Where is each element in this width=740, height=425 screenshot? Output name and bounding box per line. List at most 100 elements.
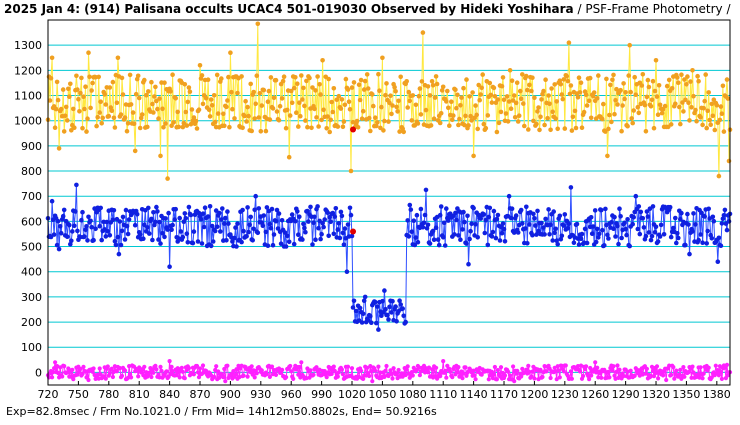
data-point-blue [593,239,599,245]
data-point-blue [79,217,84,223]
data-point-yellow [356,82,362,87]
method-text: / PSF-Frame Photometry / [573,2,731,16]
data-point-yellow [447,123,452,128]
data-point-yellow [392,84,397,90]
data-point-magenta [461,371,466,376]
data-point-blue [394,319,399,324]
data-point-blue [565,226,571,231]
data-point-blue [98,205,103,211]
data-point-blue [668,234,674,240]
data-point-blue [462,219,467,225]
data-point-yellow [542,122,547,128]
data-point-blue [440,235,446,240]
data-point-yellow [689,105,694,110]
data-point-yellow [150,101,155,107]
data-point-yellow [429,79,435,84]
data-point-yellow [444,99,449,104]
data-point-yellow [510,98,516,103]
data-point-magenta [157,375,162,380]
data-point-yellow [607,112,612,118]
data-point-blue [380,298,385,304]
data-point-yellow [401,129,407,135]
data-point-yellow [457,116,462,122]
data-point-yellow [169,123,174,128]
data-point-magenta [331,364,336,369]
data-point-yellow [398,74,404,80]
data-point-blue [274,207,280,213]
data-point-blue [539,220,544,226]
data-point-blue [523,226,528,231]
data-point-yellow [165,176,170,181]
data-point-yellow [710,113,716,119]
y-axis-labels: 0 100 200 300 400 500 600 700 800 900 1000 1100 1200… [14,39,42,379]
data-point-yellow [428,123,434,128]
data-point-yellow [183,109,189,115]
data-point-blue [385,312,390,318]
data-point-yellow [604,76,609,82]
data-point-blue [296,232,301,237]
data-point-blue [75,228,80,234]
data-point-blue [154,204,159,210]
data-point-yellow [508,106,514,111]
x-tick-label: 990 [311,388,332,401]
data-point-yellow [47,98,53,103]
data-point-yellow [276,117,282,123]
data-point-magenta [615,363,620,368]
data-point-blue [547,232,552,237]
data-point-blue [326,233,332,239]
data-point-yellow [431,116,437,121]
data-point-blue [589,231,595,236]
data-point-blue [721,213,727,218]
data-point-yellow [328,117,334,123]
data-point-yellow [512,115,518,120]
data-point-blue [137,232,143,237]
data-point-blue [261,213,267,218]
data-point-magenta [223,379,228,384]
data-point-magenta [241,373,246,378]
data-point-magenta [587,377,592,382]
data-point-yellow [156,116,161,121]
data-point-blue [339,213,345,219]
data-point-blue [51,232,57,237]
data-point-blue [348,212,354,218]
data-point-blue [700,240,705,245]
data-point-yellow [331,86,337,91]
data-point-blue [596,235,601,240]
data-point-blue [118,242,124,248]
data-point-yellow [318,92,323,97]
data-point-magenta [50,375,55,380]
data-point-magenta [664,377,669,383]
data-point-blue [184,231,190,236]
data-point-yellow [84,129,89,134]
data-point-blue [643,233,649,239]
data-point-blue [579,231,585,237]
data-point-magenta [455,370,460,375]
data-point-yellow [72,125,77,130]
x-tick-label: 1290 [612,388,640,401]
data-point-magenta [508,373,513,378]
data-point-blue [454,217,459,223]
data-point-blue [515,230,521,235]
data-point-yellow [488,92,494,98]
data-point-yellow [704,125,709,131]
data-point-blue [490,229,496,235]
data-point-blue [657,234,663,239]
data-point-magenta [689,375,694,380]
data-point-blue [167,264,172,270]
data-point-yellow [280,78,286,84]
data-point-yellow [646,84,652,90]
data-point-magenta [216,369,221,374]
data-point-blue [612,214,617,220]
data-point-blue [405,218,411,223]
data-point-blue [726,219,732,224]
x-tick-label: 840 [159,388,180,401]
data-point-magenta [438,374,443,379]
data-point-magenta [628,368,633,373]
data-point-yellow [525,87,530,93]
data-point-magenta [359,368,364,373]
data-point-yellow [305,124,310,130]
data-point-yellow [615,102,620,107]
data-point-blue [548,222,553,227]
data-point-blue [178,229,184,234]
x-tick-label: 870 [190,388,211,401]
